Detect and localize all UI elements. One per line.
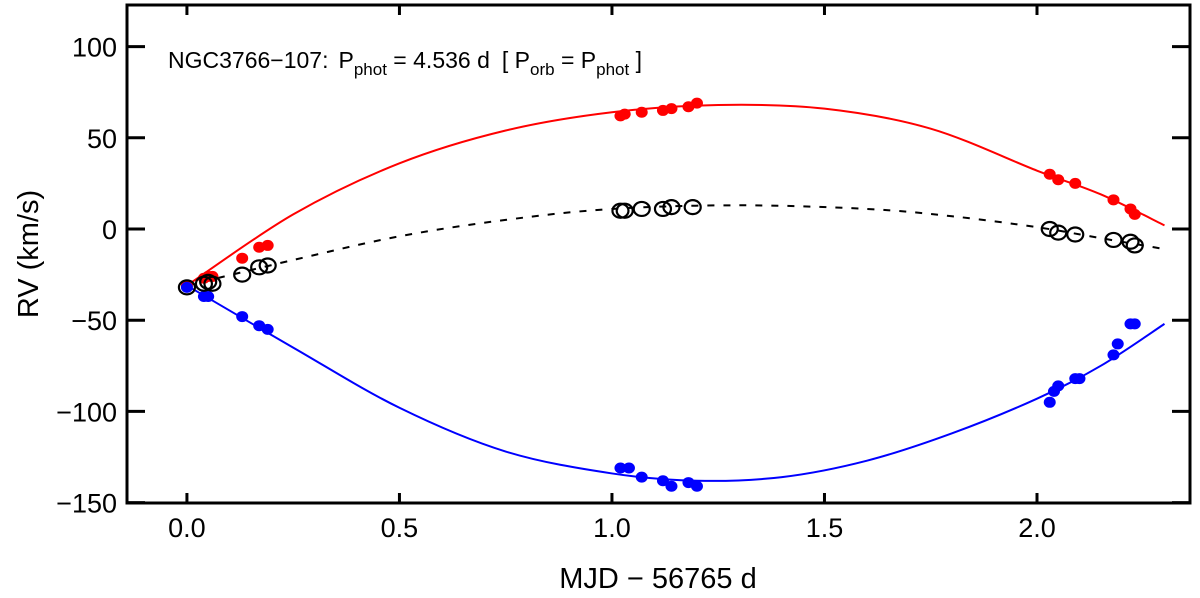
title-object: NGC3766−107: xyxy=(168,47,328,73)
y-tick-label: 100 xyxy=(72,33,117,63)
primary-point xyxy=(665,103,678,115)
secondary-point xyxy=(236,311,249,323)
combined-point xyxy=(615,202,634,219)
secondary-fit-curve xyxy=(186,284,1166,482)
combined-point xyxy=(632,200,651,218)
title-orb-sub: orb xyxy=(530,60,555,79)
combined-point xyxy=(662,199,681,216)
combined-point xyxy=(1040,220,1059,238)
axis-ticks: 0.0 0.5 1.0 1.5 2.0 100 50 0 −50 −100 −150 xyxy=(56,5,1190,543)
secondary-point xyxy=(180,281,193,293)
y-tick-label: 0 xyxy=(102,215,117,245)
secondary-point xyxy=(202,291,215,303)
combined-point xyxy=(1121,233,1140,250)
title-p: P xyxy=(338,47,353,73)
secondary-point xyxy=(1073,373,1086,385)
y-axis-label: RV (km/s) xyxy=(13,190,45,318)
x-tick-label: 1.5 xyxy=(806,513,844,543)
primary-point xyxy=(618,108,631,120)
combined-point xyxy=(250,259,269,276)
primary-point xyxy=(1052,174,1065,186)
primary-point xyxy=(690,97,703,109)
data-points xyxy=(177,97,1144,492)
secondary-point xyxy=(1111,338,1124,350)
combined-point xyxy=(683,199,702,216)
secondary-point xyxy=(1052,380,1065,392)
combined-fit-curve xyxy=(186,204,1165,287)
y-tick-label: −100 xyxy=(56,397,117,427)
combined-point xyxy=(177,279,197,296)
primary-point xyxy=(236,252,249,264)
y-tick-label: 50 xyxy=(87,124,117,154)
secondary-point xyxy=(656,475,669,487)
primary-point xyxy=(1043,168,1056,180)
secondary-point xyxy=(261,323,274,335)
combined-point xyxy=(258,257,277,274)
secondary-point xyxy=(690,480,703,492)
x-tick-label: 2.0 xyxy=(1018,513,1056,543)
secondary-point xyxy=(614,462,627,474)
title-period: = 4.536 d xyxy=(387,47,490,73)
title-phot-sub-2: phot xyxy=(596,60,629,79)
secondary-point xyxy=(1128,318,1141,330)
combined-point xyxy=(1104,231,1123,249)
combined-point xyxy=(1066,226,1085,243)
title-bracket-close: ] xyxy=(629,47,642,73)
combined-point xyxy=(1049,224,1068,241)
secondary-point xyxy=(635,471,648,483)
primary-point xyxy=(1069,177,1082,189)
combined-point xyxy=(653,200,673,218)
primary-point xyxy=(1128,208,1141,220)
primary-point xyxy=(1107,194,1120,206)
combined-point xyxy=(1125,237,1144,254)
x-axis-label: MJD − 56765 d xyxy=(559,563,756,593)
x-tick-label: 1.0 xyxy=(593,513,631,543)
combined-point xyxy=(203,275,222,292)
y-tick-label: −50 xyxy=(71,306,117,336)
primary-point xyxy=(635,106,648,118)
x-tick-label: 0.0 xyxy=(168,513,206,543)
title-eq: = P xyxy=(555,47,597,73)
primary-point xyxy=(261,239,274,251)
title-bracket-open: [ P xyxy=(502,47,530,73)
secondary-point xyxy=(1107,349,1120,361)
y-tick-label: −150 xyxy=(56,489,117,519)
chart-title: NGC3766−107: Pphot = 4.536 d[ Porb = Ppho… xyxy=(168,47,642,79)
fit-curves xyxy=(186,103,1166,482)
secondary-point xyxy=(1043,396,1056,408)
x-tick-label: 0.5 xyxy=(381,513,419,543)
title-phot-sub: phot xyxy=(354,60,387,79)
secondary-point xyxy=(665,480,678,492)
primary-fit-curve xyxy=(186,103,1165,287)
combined-point xyxy=(233,266,252,283)
plot-frame xyxy=(125,3,1192,505)
secondary-point xyxy=(622,462,635,474)
